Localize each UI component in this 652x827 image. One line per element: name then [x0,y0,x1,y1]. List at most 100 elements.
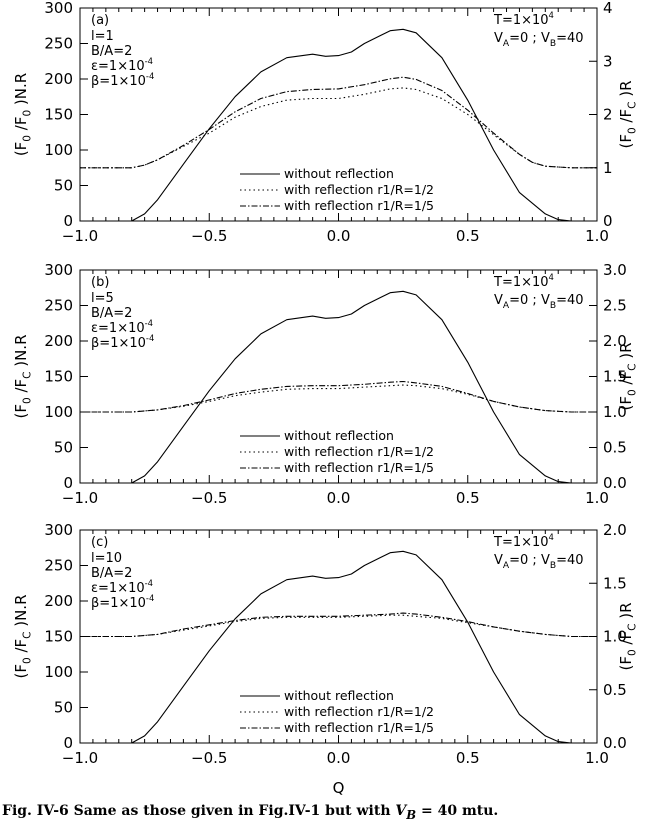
series-line-solid [80,290,597,484]
y-left-tick-label: 100 [44,403,73,421]
param-velocity-part: A [503,39,510,49]
y-right-tick-label: 3 [603,52,613,70]
x-tick-label: 1.0 [585,227,609,245]
param-temperature-part: T=1×10 [493,535,549,550]
param-left-part: -4 [146,593,154,603]
param-left-part: β=1×10 [91,74,146,89]
y-right-tick-label: 0.0 [603,474,627,492]
y-left-title-part: /F [12,639,30,657]
y-right-title-part: C [627,624,639,631]
y-right-title-part: )R [617,342,635,363]
y-right-title-part: C [627,102,639,109]
y-left-title-part: 0 [22,397,34,404]
y-left-tick-label: 250 [44,557,73,575]
y-right-tick-label: 0.0 [603,734,627,752]
y-left-tick-label: 200 [44,592,73,610]
legend-label: with reflection r1/R=1/5 [284,720,434,735]
param-left: B/A=2 [91,44,132,59]
param-temperature-part: 4 [549,10,554,20]
y-left-tick-label: 300 [44,0,73,17]
x-axis-title: Q [333,779,345,797]
param-left: ε=1×10-4 [91,578,153,596]
param-left: β=1×10-4 [91,333,154,351]
x-tick-label: −0.5 [191,489,227,507]
param-left-part: -4 [146,333,154,343]
y-left-tick-label: 100 [44,663,73,681]
param-velocity-part: =0 ; V [509,31,550,46]
y-right-tick-label: 1.5 [603,368,627,386]
legend-label: with reflection r1/R=1/2 [284,444,434,459]
param-velocity: VA=0 ; VB=40 [494,293,584,311]
y-right-tick-label: 0 [603,212,613,230]
param-left-part: -4 [145,56,153,66]
param-velocity: VA=0 ; VB=40 [494,553,584,571]
param-temperature-part: 4 [549,532,554,542]
caption-math-sub: B [406,807,417,822]
y-left-tick-label: 0 [63,734,73,752]
x-tick-label: −1.0 [62,489,98,507]
y-right-title: (F0 /FC )R [617,602,639,670]
y-right-tick-label: 1.0 [603,403,627,421]
y-right-title-part: (F [617,134,635,148]
param-temperature-part: 4 [549,272,554,282]
caption-suffix: = 40 mtu. [416,803,499,819]
param-velocity-part: V [494,31,503,46]
param-velocity-part: =40 [556,553,583,568]
y-left-tick-label: 300 [44,261,73,279]
chart-panel-c: −1.0 −0.5 0.0 0.5 1.00501001502002503000.00.… [12,521,639,767]
param-velocity-part: =40 [556,293,583,308]
y-right-tick-label: 0.5 [603,681,627,699]
y-left-tick-label: 300 [44,521,73,539]
legend-label: without reflection [284,428,394,443]
panel-label: (c) [91,535,108,550]
y-right-tick-label: 2.0 [603,332,627,350]
param-left: B/A=2 [91,306,132,321]
legend-label: without reflection [284,688,394,703]
x-tick-label: 0.5 [456,489,480,507]
y-left-title-part: (F [12,404,30,418]
y-right-tick-label: 1.0 [603,628,627,646]
param-velocity-part: =40 [556,31,583,46]
y-left-tick-label: 150 [44,368,73,386]
legend-label: with reflection r1/R=1/2 [284,704,434,719]
param-velocity-part: V [494,553,503,568]
legend-label: with reflection r1/R=1/5 [284,460,434,475]
y-left-tick-label: 0 [63,474,73,492]
caption-math: V [395,803,407,819]
series-line-dotted [80,614,597,638]
y-right-title-part: /F [617,631,635,649]
y-right-tick-label: 2.5 [603,297,627,315]
y-left-title-part: C [22,372,34,379]
y-left-title: (F0 /FC )N.R [12,595,34,679]
x-tick-label: 0.0 [327,749,351,767]
param-velocity-part: A [503,561,510,571]
figure-caption: Fig. IV-6 Same as those given in Fig.IV-… [2,803,650,822]
series-line-solid [80,28,597,222]
param-velocity-part: B [550,39,556,49]
param-left-part: β=1×10 [91,336,146,351]
y-left-title-part: C [22,632,34,639]
series-line-dashdot [80,76,597,169]
x-tick-label: −1.0 [62,227,98,245]
y-left-tick-label: 50 [54,439,73,457]
y-left-tick-label: 50 [54,177,73,195]
series-line-dotted [80,384,597,413]
y-right-tick-label: 0.5 [603,439,627,457]
legend-label: with reflection r1/R=1/5 [284,198,434,213]
param-temperature-part: T=1×10 [493,275,549,290]
x-tick-label: 1.0 [585,749,609,767]
param-left: β=1×10-4 [91,593,154,611]
panel-label: (b) [91,275,109,290]
param-left: ε=1×10-4 [91,318,153,336]
y-left-tick-label: 100 [44,141,73,159]
y-left-tick-label: 200 [44,70,73,88]
param-left-part: ε=1×10 [91,59,145,74]
y-left-title-part: /F [12,117,30,135]
y-left-tick-label: 50 [54,699,73,717]
y-right-title-part: )R [617,602,635,623]
x-tick-label: 0.5 [456,227,480,245]
y-left-title-part: /F [12,379,30,397]
y-left-title-part: (F [12,142,30,156]
param-left: B/A=2 [91,566,132,581]
y-right-title-part: (F [617,396,635,410]
